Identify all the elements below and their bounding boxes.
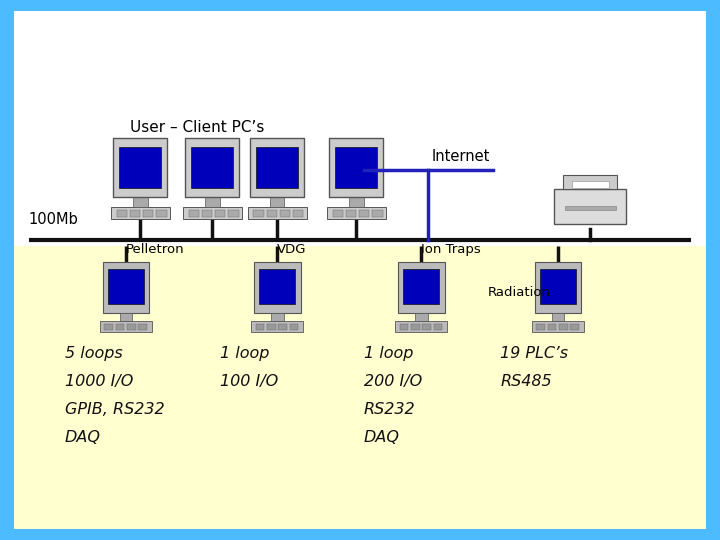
Bar: [395, 321, 447, 332]
Bar: [554, 189, 626, 224]
Text: 1000 I/O: 1000 I/O: [65, 374, 133, 389]
Text: 1 loop: 1 loop: [364, 346, 413, 361]
Text: 19 PLC’s: 19 PLC’s: [500, 346, 569, 361]
Bar: [114, 138, 167, 197]
Text: Radiation: Radiation: [488, 286, 551, 299]
Bar: [403, 269, 439, 304]
Bar: [259, 269, 295, 304]
Bar: [102, 262, 150, 313]
Bar: [270, 197, 284, 207]
Bar: [372, 210, 382, 217]
Bar: [327, 207, 386, 219]
Bar: [433, 324, 442, 330]
Bar: [422, 324, 431, 330]
Text: VDG: VDG: [277, 243, 307, 256]
Bar: [228, 210, 238, 217]
Bar: [548, 324, 557, 330]
Bar: [254, 262, 301, 313]
Bar: [202, 210, 212, 217]
Bar: [532, 321, 584, 332]
Bar: [536, 324, 545, 330]
Bar: [253, 210, 264, 217]
Bar: [572, 180, 609, 187]
Bar: [411, 324, 420, 330]
Text: 5 loops: 5 loops: [65, 346, 122, 361]
Text: Pelletron: Pelletron: [126, 243, 184, 256]
Bar: [330, 138, 383, 197]
Bar: [559, 324, 568, 330]
Text: 100 I/O: 100 I/O: [220, 374, 278, 389]
Bar: [205, 197, 220, 207]
Bar: [279, 210, 290, 217]
Text: GPIB, RS232: GPIB, RS232: [65, 402, 164, 417]
Bar: [130, 210, 140, 217]
Bar: [120, 146, 161, 188]
Bar: [349, 197, 364, 207]
Bar: [552, 313, 564, 321]
Bar: [100, 321, 152, 332]
Bar: [108, 269, 144, 304]
Bar: [143, 210, 153, 217]
Bar: [138, 324, 147, 330]
Bar: [248, 207, 307, 219]
Bar: [251, 138, 305, 197]
Bar: [256, 146, 298, 188]
Bar: [415, 313, 428, 321]
Bar: [271, 313, 284, 321]
Text: User – Client PC’s: User – Client PC’s: [130, 120, 264, 135]
Bar: [14, 246, 706, 529]
Bar: [289, 324, 298, 330]
Bar: [256, 324, 264, 330]
Bar: [266, 210, 277, 217]
Bar: [104, 324, 113, 330]
Text: DAQ: DAQ: [65, 430, 101, 445]
Text: 200 I/O: 200 I/O: [364, 374, 422, 389]
Bar: [111, 207, 170, 219]
Bar: [215, 210, 225, 217]
Bar: [570, 324, 579, 330]
Bar: [540, 269, 576, 304]
Bar: [156, 210, 166, 217]
Bar: [120, 313, 132, 321]
Text: Internet: Internet: [432, 148, 490, 164]
Bar: [183, 207, 242, 219]
Text: 1 loop: 1 loop: [220, 346, 269, 361]
Text: RS485: RS485: [500, 374, 552, 389]
Text: RS232: RS232: [364, 402, 415, 417]
Text: DAQ: DAQ: [364, 430, 400, 445]
Bar: [336, 146, 377, 188]
Bar: [292, 210, 303, 217]
Bar: [563, 175, 618, 189]
Bar: [359, 210, 369, 217]
Bar: [251, 321, 303, 332]
Bar: [127, 324, 136, 330]
Bar: [117, 210, 127, 217]
Bar: [189, 210, 199, 217]
Bar: [397, 262, 444, 313]
Bar: [267, 324, 276, 330]
Bar: [565, 206, 616, 210]
Bar: [133, 197, 148, 207]
Bar: [346, 210, 356, 217]
Bar: [534, 262, 582, 313]
Bar: [278, 324, 287, 330]
Bar: [333, 210, 343, 217]
Text: 100Mb: 100Mb: [29, 212, 78, 227]
Bar: [192, 146, 233, 188]
Bar: [116, 324, 125, 330]
Bar: [186, 138, 239, 197]
Bar: [400, 324, 408, 330]
Text: Ion Traps: Ion Traps: [421, 243, 481, 256]
